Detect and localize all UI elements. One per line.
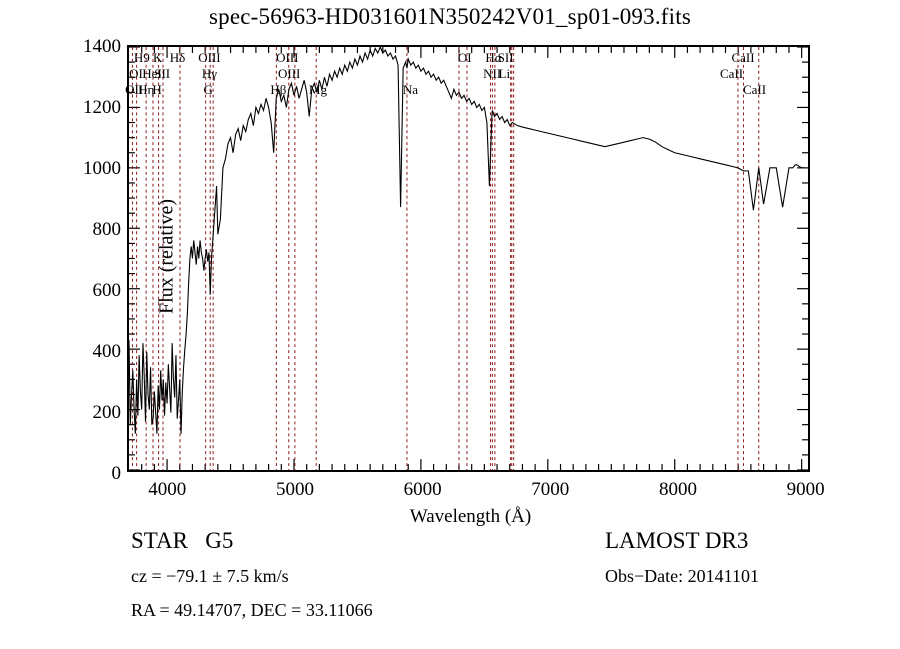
page-title: spec-56963-HD031601N350242V01_sp01-093.f… <box>209 4 691 29</box>
coordinates: RA = 49.14707, DEC = 33.11066 <box>131 600 373 620</box>
spectral-line-label: OIII <box>276 50 299 65</box>
spectral-line-label: CaII <box>720 66 744 81</box>
x-tick-label: 8000 <box>658 479 697 500</box>
x-tick-label: 7000 <box>531 479 570 500</box>
spectral-line-label: Hγ <box>201 66 217 81</box>
spectral-line-label: NII <box>483 66 502 81</box>
y-tick-label: 1200 <box>83 97 121 118</box>
spectral-line-label: HeI <box>142 66 162 81</box>
spectral-line-label: OIII <box>198 50 221 65</box>
spectral-line-label: H <box>152 82 162 97</box>
x-tick-label: 4000 <box>148 479 187 500</box>
metadata-footer: STAR G5 cz = −79.1 ± 7.5 km/s RA = 49.14… <box>0 528 900 648</box>
x-tick-label: 9000 <box>786 479 825 500</box>
x-axis-label: Wavelength (Å) <box>409 506 532 527</box>
spectral-line-label: OIII <box>278 66 301 81</box>
obs-date: Obs−Date: 20141101 <box>605 566 759 586</box>
spectral-line-label: SII <box>497 50 514 65</box>
spectral-line-label: OI <box>457 50 472 65</box>
x-tick-label: 6000 <box>403 479 442 500</box>
spectral-line-label: K <box>153 50 163 65</box>
spectral-line-label: Hη <box>138 82 155 97</box>
spectrum-trace <box>129 47 805 434</box>
y-tick-label: 1400 <box>83 36 121 57</box>
spectral-class: G5 <box>205 528 234 553</box>
survey-name: LAMOST DR3 <box>605 528 749 553</box>
object-type: STAR G5 <box>131 528 234 553</box>
spectral-line-markers <box>131 47 760 470</box>
spectral-line-label: Hβ <box>270 82 287 97</box>
spectral-line-label: Hδ <box>169 50 186 65</box>
radial-velocity: cz = −79.1 ± 7.5 km/s <box>131 566 289 586</box>
spectral-line-label: Hα <box>485 50 502 65</box>
x-tick-label: 5000 <box>275 479 314 500</box>
spectral-line-label: Li <box>498 66 511 81</box>
spectrum-canvas <box>129 47 808 470</box>
spectral-line-label: CaII <box>731 50 755 65</box>
y-tick-label: 1000 <box>83 158 121 179</box>
spectral-line-label: CaII <box>742 82 767 97</box>
spectral-line-label: H9 <box>133 50 150 65</box>
spectral-line-label: SII <box>154 66 171 81</box>
y-tick-label: 200 <box>92 402 122 423</box>
spectrum-plot: Flux (relative) Wavelength (Å) 0 200 400 60… <box>83 36 825 527</box>
y-tick-label: 0 <box>111 463 122 484</box>
spectral-line-label: Mg <box>308 82 327 97</box>
axis-ticks <box>129 47 808 470</box>
spectral-line-label: OI <box>129 66 143 81</box>
spectral-line-label: G <box>203 82 213 97</box>
y-tick-label: 600 <box>92 280 122 301</box>
y-tick-label: 400 <box>92 341 122 362</box>
y-tick-label: 800 <box>92 219 122 240</box>
spectral-line-label: OII <box>125 82 144 97</box>
y-axis-label: Flux (relative) <box>155 199 178 314</box>
spectral-line-label: Na <box>402 82 419 97</box>
